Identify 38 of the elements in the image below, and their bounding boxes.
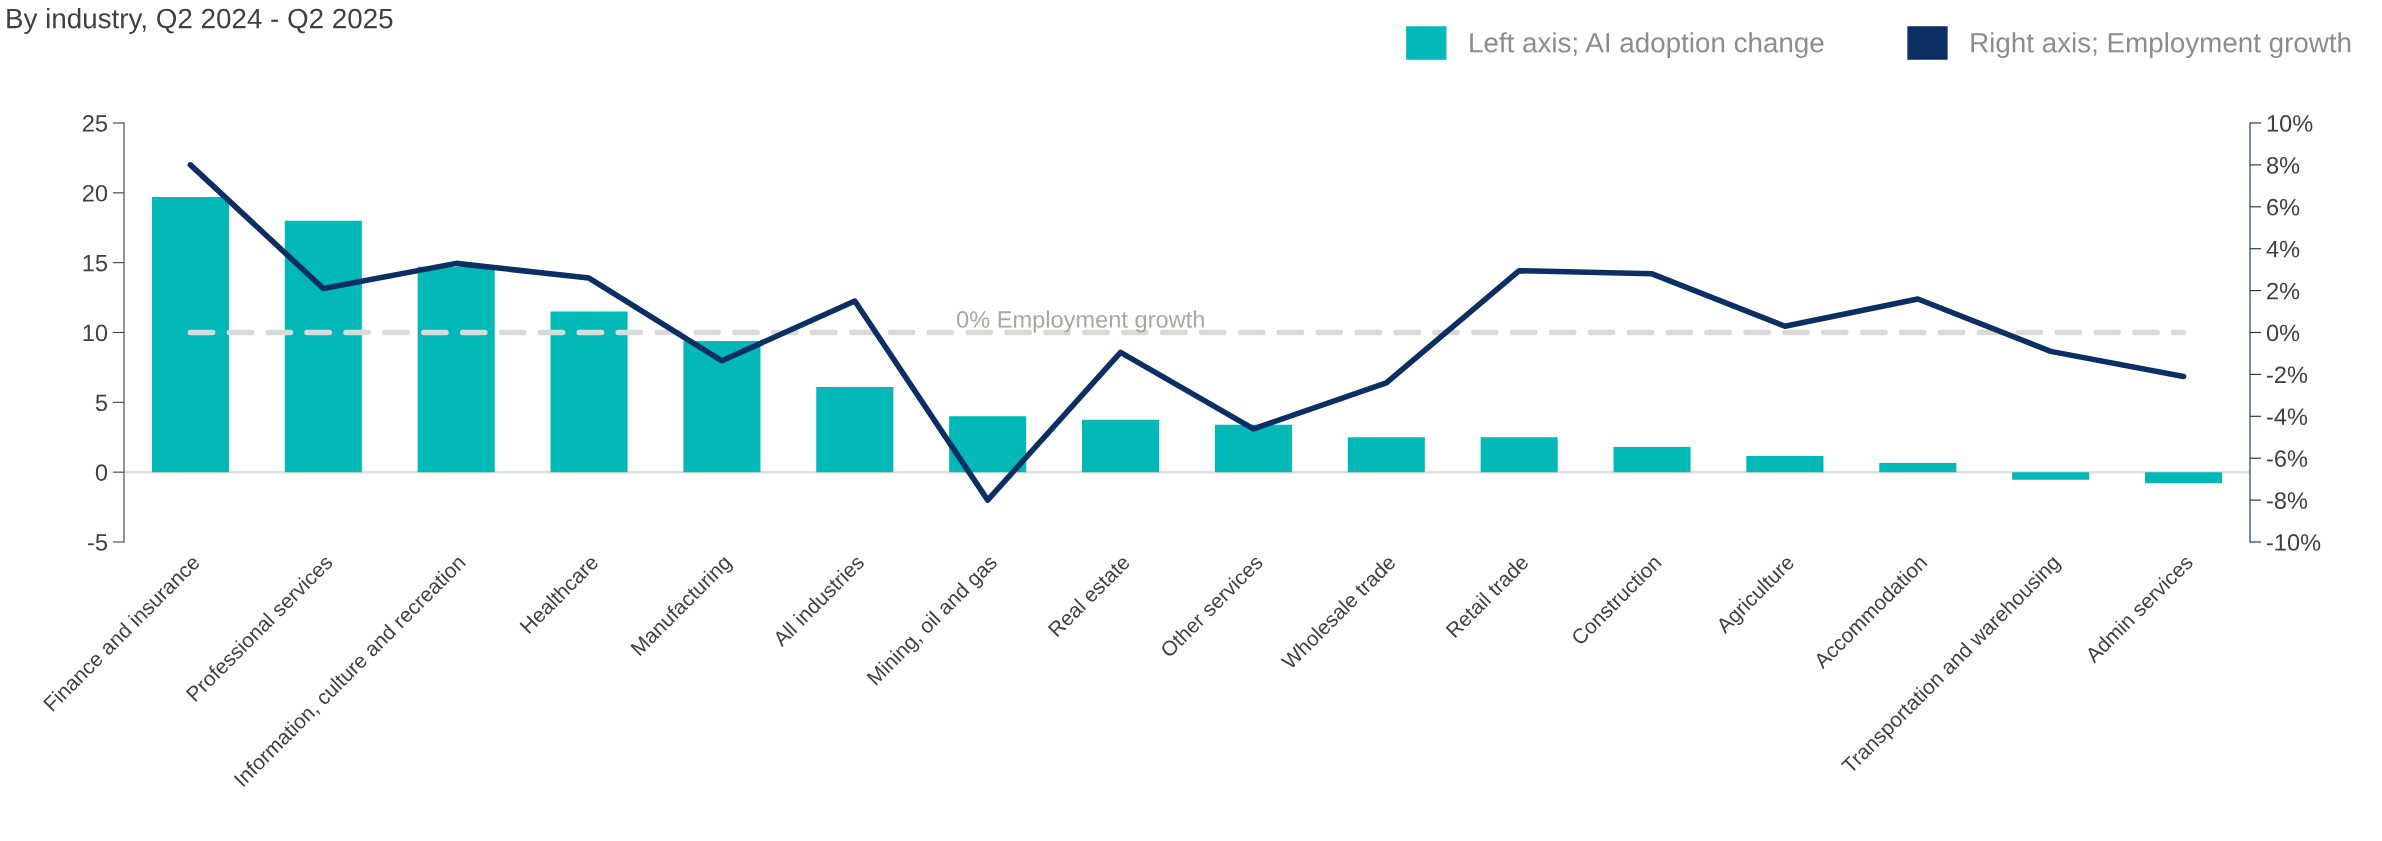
y-tick-label: 5 xyxy=(95,394,108,412)
y2-tick-label: -10% xyxy=(2267,534,2321,551)
bar xyxy=(1613,447,1691,473)
y2-tick-label: 10% xyxy=(2267,115,2313,132)
y2-tick-label: 0% xyxy=(2266,324,2300,342)
bar xyxy=(949,416,1027,473)
y2-tick-label: -4% xyxy=(2267,408,2308,425)
bar xyxy=(151,197,229,473)
y-tick-label: 25 xyxy=(82,115,108,132)
y-tick-label: 20 xyxy=(82,184,108,202)
y-tick-label: 15 xyxy=(83,254,108,272)
y2-tick-label: 4% xyxy=(2266,240,2300,258)
bar xyxy=(417,266,495,473)
bar xyxy=(1347,437,1425,473)
y-tick-label: 0 xyxy=(95,464,108,481)
y2-tick-label: -2% xyxy=(2267,366,2308,384)
y2-tick-label: -8% xyxy=(2267,492,2308,509)
bar xyxy=(284,220,362,473)
y-tick-label: -5 xyxy=(88,534,108,551)
y2-tick-label: -6% xyxy=(2267,450,2308,467)
y2-tick-label: 6% xyxy=(2267,198,2300,216)
bar xyxy=(2145,472,2223,484)
legend-label: Left axis; AI adoption change xyxy=(1470,32,1824,59)
bar xyxy=(1879,463,1957,473)
bar xyxy=(1480,437,1558,473)
bar xyxy=(683,340,761,473)
bar xyxy=(1746,456,1824,473)
ref-line-label: 0% Employment growth xyxy=(956,310,1204,333)
y-tick-label: 10 xyxy=(83,324,108,342)
bar xyxy=(550,311,628,473)
bar xyxy=(816,386,894,473)
legend-label: Right axis; Employment growth xyxy=(1971,32,2351,59)
bar xyxy=(1214,424,1292,473)
y2-tick-label: 2% xyxy=(2267,282,2300,300)
chart-subtitle: By industry, Q2 2024 - Q2 2025 xyxy=(7,8,393,34)
bar xyxy=(2012,472,2090,480)
y2-tick-label: 8% xyxy=(2267,156,2300,174)
bar xyxy=(1082,419,1160,473)
